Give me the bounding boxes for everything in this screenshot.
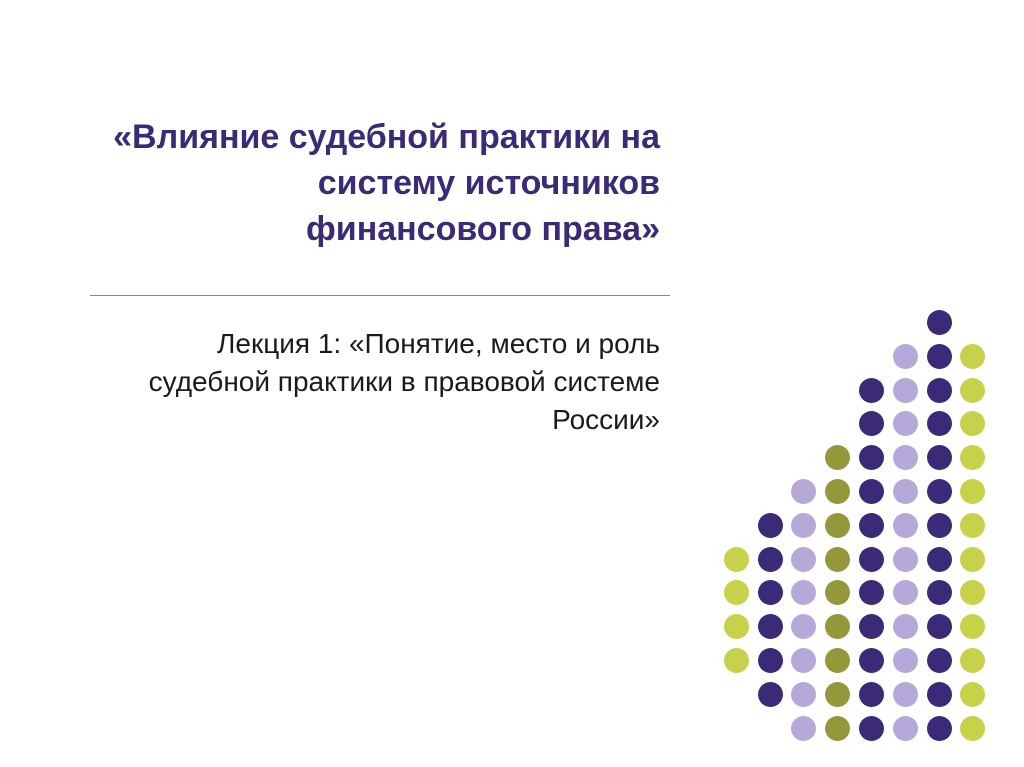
dot-icon xyxy=(859,411,884,436)
dot-icon xyxy=(960,378,985,403)
dot-icon xyxy=(893,513,918,538)
dot-icon xyxy=(859,378,884,403)
dot-icon xyxy=(724,547,749,572)
dot-icon xyxy=(791,648,816,673)
dot-icon xyxy=(791,682,816,707)
dot-icon xyxy=(960,580,985,605)
dot-icon xyxy=(859,547,884,572)
dot-icon xyxy=(893,445,918,470)
dot-icon xyxy=(758,614,783,639)
dot-icon xyxy=(791,547,816,572)
dot-icon xyxy=(859,716,884,741)
dot-icon xyxy=(893,344,918,369)
dot-icon xyxy=(825,547,850,572)
dot-icon xyxy=(791,513,816,538)
dot-icon xyxy=(859,479,884,504)
dot-icon xyxy=(690,614,715,639)
slide-container: «Влияние судебной практики на систему ис… xyxy=(0,0,1024,767)
dot-icon xyxy=(859,445,884,470)
dot-icon xyxy=(758,648,783,673)
slide-title: «Влияние судебной практики на систему ис… xyxy=(110,115,660,253)
dot-icon xyxy=(927,716,952,741)
dot-icon xyxy=(893,682,918,707)
dot-icon xyxy=(758,580,783,605)
dot-icon xyxy=(859,648,884,673)
dot-icon xyxy=(960,648,985,673)
dot-icon xyxy=(927,344,952,369)
dot-icon xyxy=(893,580,918,605)
dot-icon xyxy=(927,614,952,639)
dot-icon xyxy=(758,682,783,707)
dot-icon xyxy=(825,614,850,639)
dot-icon xyxy=(960,445,985,470)
dot-icon xyxy=(893,614,918,639)
dot-icon xyxy=(791,580,816,605)
dot-icon xyxy=(859,513,884,538)
dot-icon xyxy=(960,716,985,741)
dot-icon xyxy=(758,513,783,538)
dot-icon xyxy=(927,479,952,504)
dot-icon xyxy=(758,547,783,572)
dot-icon xyxy=(724,580,749,605)
dot-icon xyxy=(960,411,985,436)
dot-icon xyxy=(825,716,850,741)
dot-icon xyxy=(791,479,816,504)
dot-icon xyxy=(927,648,952,673)
dot-icon xyxy=(724,648,749,673)
dot-icon xyxy=(960,614,985,639)
title-divider xyxy=(90,295,670,296)
dot-icon xyxy=(960,344,985,369)
dot-icon xyxy=(927,445,952,470)
dot-icon xyxy=(927,547,952,572)
dot-icon xyxy=(960,682,985,707)
dot-icon xyxy=(724,614,749,639)
dot-icon xyxy=(791,614,816,639)
dot-icon xyxy=(791,716,816,741)
dot-icon xyxy=(825,682,850,707)
slide-subtitle: Лекция 1: «Понятие, место и роль судебно… xyxy=(110,325,660,438)
dot-icon xyxy=(690,580,715,605)
dot-icon xyxy=(893,716,918,741)
dot-icon xyxy=(927,411,952,436)
dot-icon xyxy=(859,614,884,639)
dot-icon xyxy=(825,479,850,504)
dot-icon xyxy=(825,580,850,605)
dot-icon xyxy=(927,580,952,605)
dot-icon xyxy=(960,513,985,538)
dot-icon xyxy=(960,547,985,572)
dot-icon xyxy=(893,648,918,673)
dot-icon xyxy=(927,378,952,403)
dot-icon xyxy=(825,648,850,673)
dot-icon xyxy=(893,378,918,403)
dot-icon xyxy=(927,513,952,538)
dot-icon xyxy=(960,479,985,504)
dot-icon xyxy=(859,682,884,707)
dot-icon xyxy=(825,445,850,470)
dot-icon xyxy=(927,310,952,335)
dot-icon xyxy=(927,682,952,707)
dot-icon xyxy=(859,580,884,605)
dot-icon xyxy=(893,547,918,572)
dot-icon xyxy=(825,513,850,538)
dot-icon xyxy=(893,479,918,504)
dot-icon xyxy=(893,411,918,436)
